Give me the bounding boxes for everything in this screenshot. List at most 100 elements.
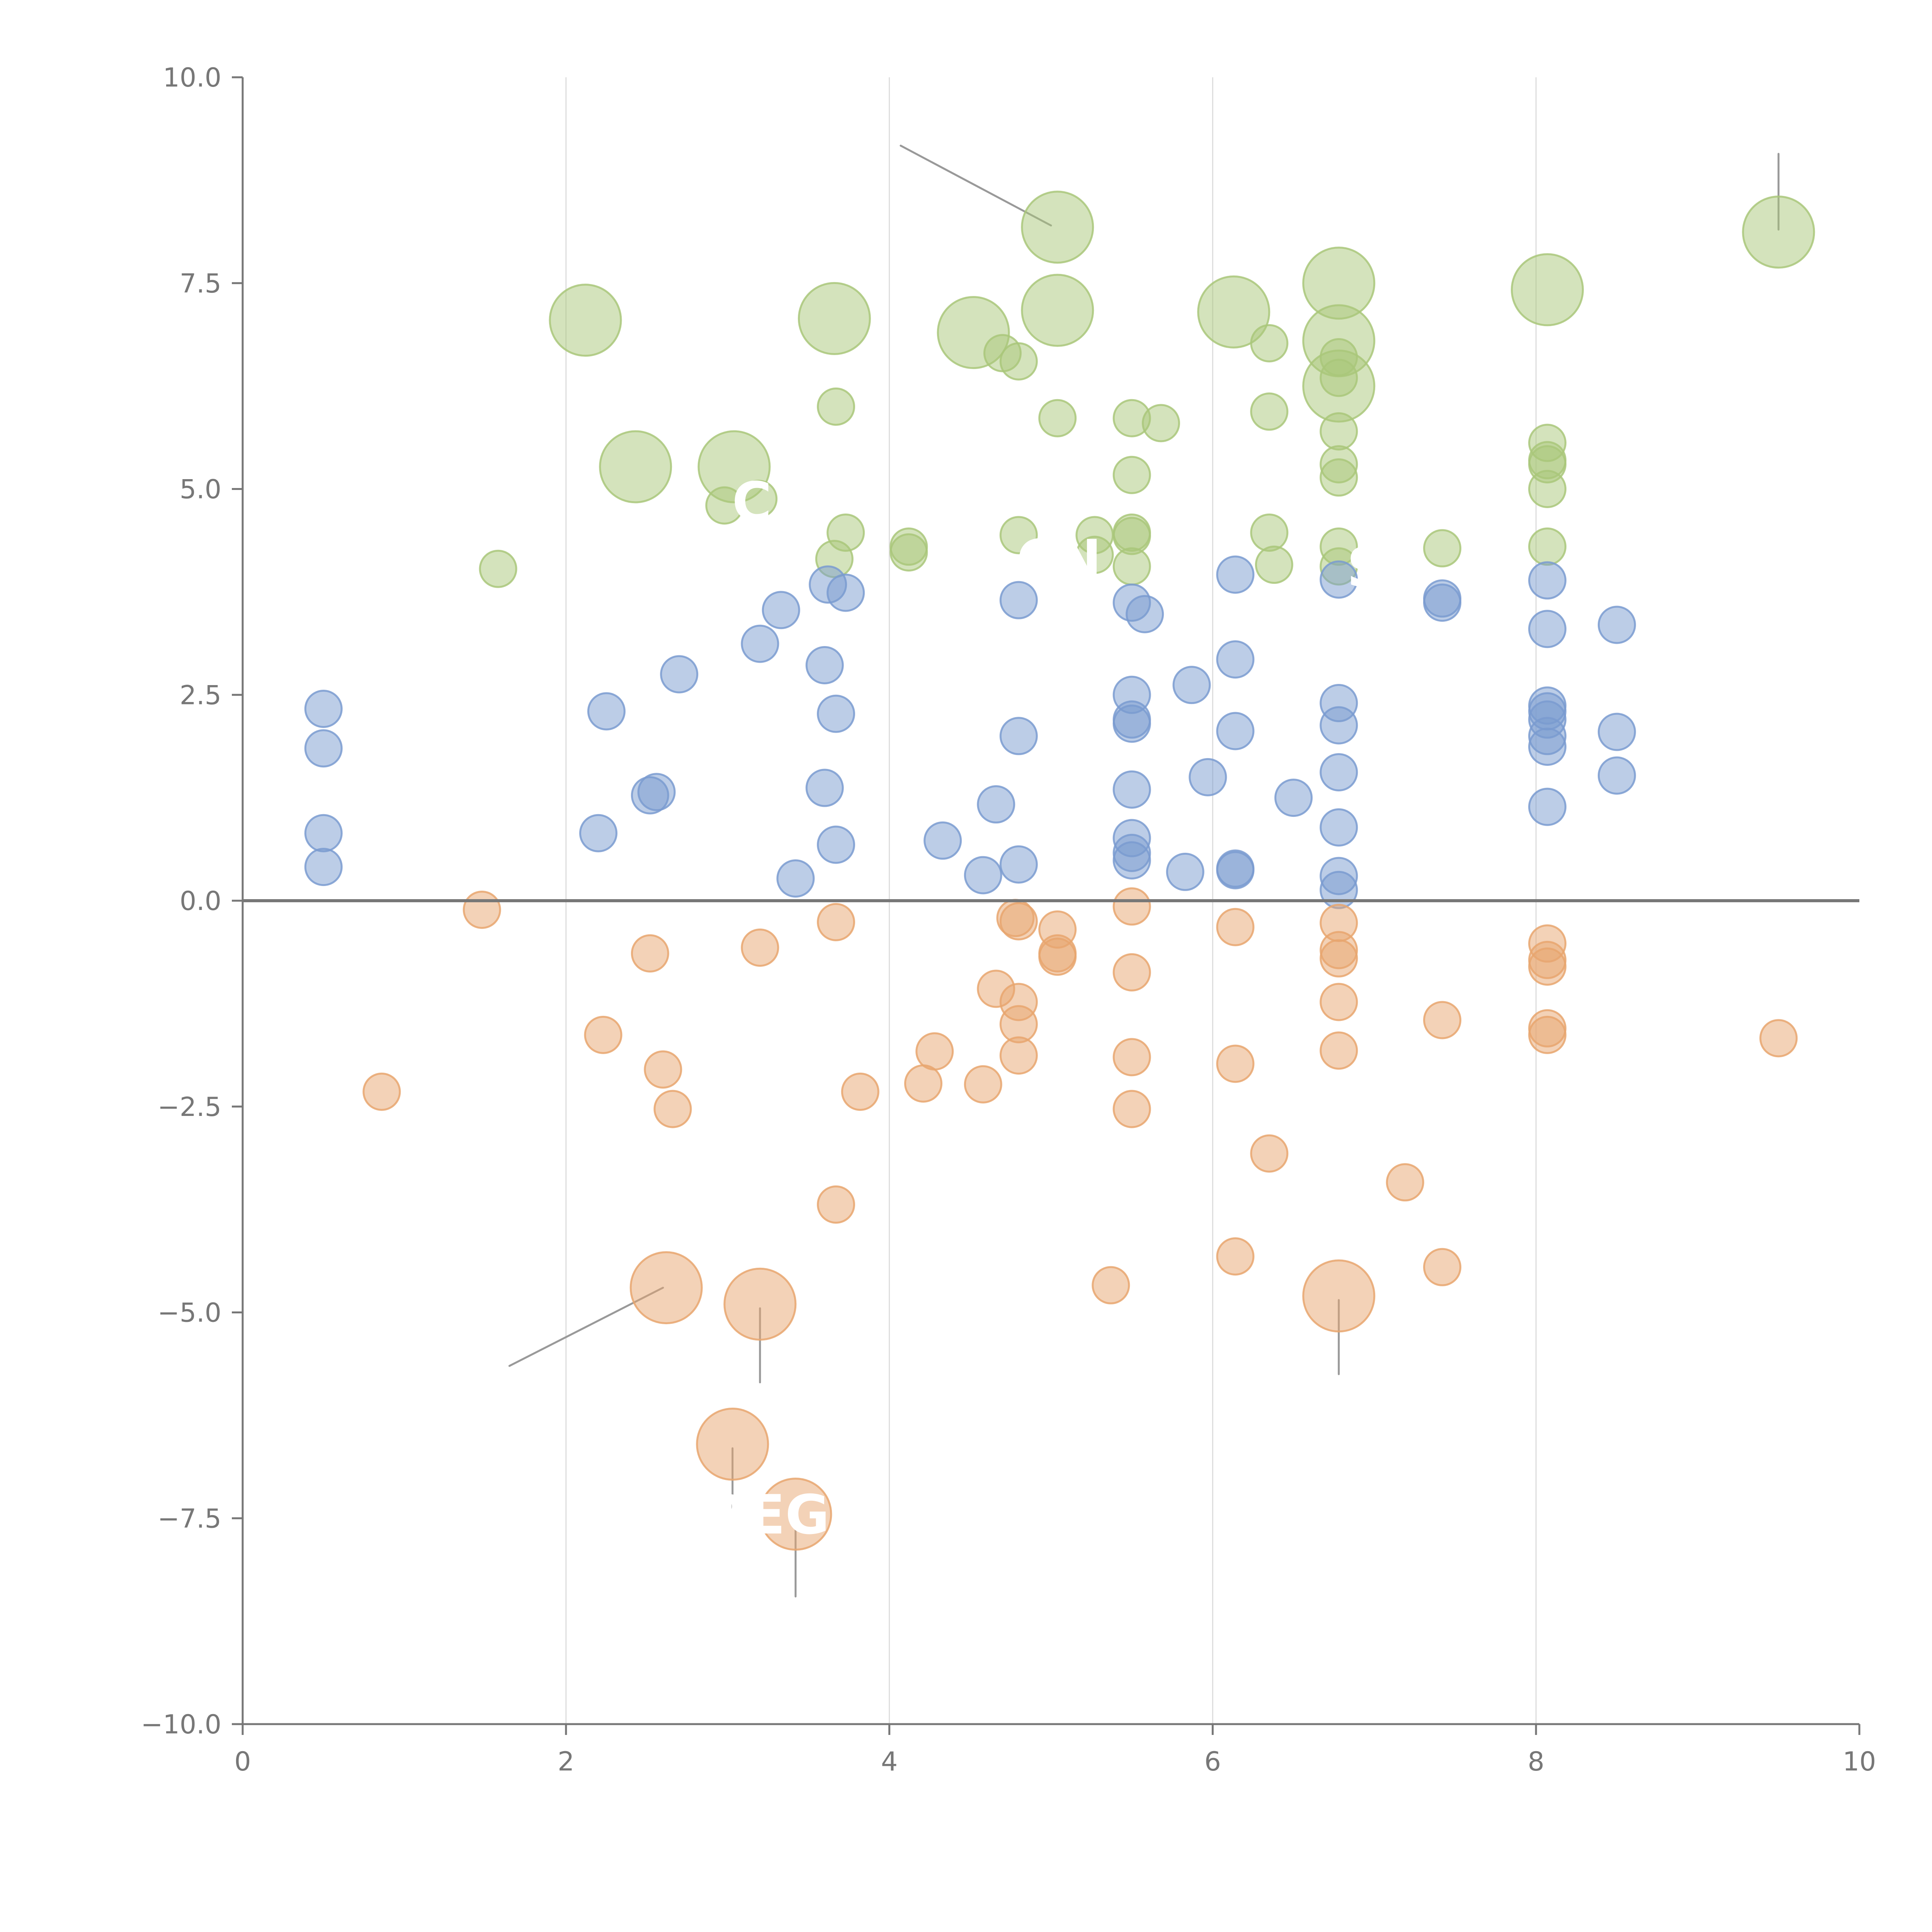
orange-point xyxy=(741,928,779,967)
x-tick-label: 4 xyxy=(881,1747,898,1777)
y-tick-label: 7.5 xyxy=(180,269,221,299)
blue-point xyxy=(1216,555,1255,594)
data-points xyxy=(304,190,1815,1551)
annotations: C CN S REG xyxy=(707,471,1386,1546)
green-point xyxy=(739,480,778,518)
blue-point xyxy=(304,848,343,886)
blue-point xyxy=(999,581,1038,619)
x-tick-label: 6 xyxy=(1204,1747,1221,1777)
orange-point xyxy=(1216,908,1255,946)
orange-point xyxy=(841,1072,879,1111)
green-point xyxy=(1423,529,1462,568)
green-point xyxy=(1250,392,1289,431)
orange-point xyxy=(1216,1044,1255,1083)
green-point xyxy=(798,282,871,355)
orange-point xyxy=(817,903,855,941)
blue-point xyxy=(304,814,343,852)
x-tick-label: 10 xyxy=(1843,1747,1876,1777)
orange-point xyxy=(644,1050,682,1089)
orange-point xyxy=(463,890,501,929)
blue-point xyxy=(805,646,844,685)
green-point xyxy=(1021,274,1094,347)
blue-point xyxy=(304,729,343,768)
orange-point xyxy=(1320,1031,1358,1070)
x-tick-label: 0 xyxy=(234,1747,251,1777)
blue-point xyxy=(827,573,865,612)
orange-point xyxy=(1528,1015,1566,1054)
y-tick-label: −2.5 xyxy=(158,1092,221,1122)
orange-point xyxy=(1302,1259,1376,1333)
orange-point xyxy=(1423,1248,1462,1286)
blue-point xyxy=(817,694,855,733)
axes: 0 2 4 6 8 10 −10.0 −7.5 −5.0 −2.5 0.0 2.5 5.0 7.5 10.0 xyxy=(141,63,1876,1777)
y-tick-label: −10.0 xyxy=(141,1709,221,1740)
blue-point xyxy=(776,859,815,898)
x-tick-label: 8 xyxy=(1528,1747,1544,1777)
green-point xyxy=(599,430,672,503)
blue-point xyxy=(579,814,617,852)
orange-point xyxy=(1038,937,1077,976)
orange-point xyxy=(817,1185,855,1224)
blue-point xyxy=(1423,583,1462,622)
green-point xyxy=(999,516,1038,554)
blue-point xyxy=(999,717,1038,755)
blue-point xyxy=(1166,852,1204,891)
blue-point xyxy=(1320,808,1358,847)
blue-point xyxy=(637,773,676,811)
blue-point xyxy=(1320,560,1358,599)
blue-point xyxy=(1274,779,1313,817)
y-tick-label: 10.0 xyxy=(163,63,221,93)
blue-point xyxy=(1112,700,1151,739)
orange-point xyxy=(1112,887,1151,926)
blue-point xyxy=(1597,756,1636,795)
blue-point xyxy=(1528,787,1566,826)
green-point xyxy=(1250,513,1289,552)
orange-point xyxy=(723,1267,797,1341)
x-tick-label: 2 xyxy=(558,1747,574,1777)
blue-point xyxy=(964,856,1002,895)
annotation-label: CN xyxy=(1017,529,1102,592)
blue-point xyxy=(1172,666,1211,704)
orange-point xyxy=(696,1407,769,1481)
orange-point xyxy=(584,1015,622,1054)
blue-point xyxy=(1216,851,1255,889)
green-point xyxy=(1320,412,1358,451)
green-point xyxy=(999,342,1038,381)
blue-point xyxy=(1528,728,1566,766)
orange-point xyxy=(1320,983,1358,1021)
green-point xyxy=(1197,275,1270,349)
green-point xyxy=(1250,324,1289,362)
blue-point xyxy=(1320,871,1358,909)
orange-point xyxy=(759,1478,832,1551)
y-tick-label: 0.0 xyxy=(180,886,221,917)
green-point xyxy=(889,533,928,572)
green-point xyxy=(1528,470,1566,508)
orange-point xyxy=(1092,1266,1130,1304)
orange-point xyxy=(1112,1038,1151,1077)
green-point xyxy=(549,284,622,357)
green-point xyxy=(1742,196,1815,269)
green-point xyxy=(1075,536,1114,574)
orange-point xyxy=(1112,953,1151,992)
green-point xyxy=(479,549,517,588)
blue-point xyxy=(1189,758,1227,796)
blue-point xyxy=(1126,595,1164,633)
green-point xyxy=(1320,359,1358,397)
green-point xyxy=(817,387,855,426)
blue-point xyxy=(741,624,779,663)
orange-point xyxy=(1216,1237,1255,1276)
y-tick-label: 2.5 xyxy=(180,680,221,711)
green-point xyxy=(1038,399,1077,437)
orange-point xyxy=(1320,939,1358,978)
green-point xyxy=(1320,458,1358,497)
blue-point xyxy=(1112,841,1151,880)
blue-point xyxy=(1528,561,1566,600)
blue-point xyxy=(1112,770,1151,809)
orange-point xyxy=(999,1036,1038,1075)
blue-point xyxy=(762,591,800,629)
orange-point xyxy=(1423,1001,1462,1039)
orange-point xyxy=(1112,1090,1151,1128)
orange-point xyxy=(629,1251,703,1325)
orange-point xyxy=(362,1072,401,1111)
